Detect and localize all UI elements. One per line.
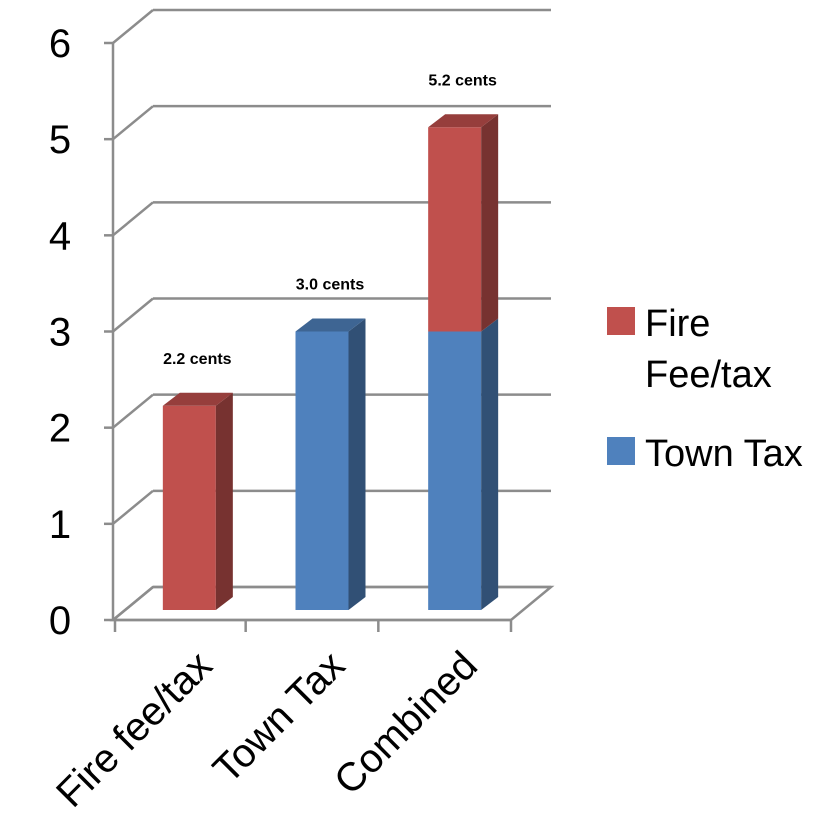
legend-swatch — [607, 437, 635, 465]
bar-front — [162, 405, 216, 610]
gridline-diagonal — [112, 105, 154, 141]
gridline-diagonal — [112, 393, 154, 429]
gridline-diagonal — [112, 489, 154, 525]
axes — [104, 41, 513, 632]
y-tick-label: 2 — [49, 407, 71, 451]
legend-label: Town Tax — [645, 433, 803, 475]
x-tick-label: Combined — [326, 643, 486, 803]
bar-side — [215, 392, 233, 610]
y-tick-label: 0 — [49, 599, 71, 643]
y-tick-label: 1 — [49, 503, 71, 547]
x-tick-label: Fire fee/tax — [48, 643, 221, 816]
bar-side — [481, 318, 499, 610]
data-label: 2.2 cents — [163, 351, 232, 368]
legend: Fire Fee/tax Town Tax — [607, 303, 803, 475]
gridline-diagonal — [112, 201, 154, 237]
bar-front — [428, 127, 482, 332]
legend-label: Fire — [645, 303, 710, 345]
y-tick-label: 3 — [49, 311, 71, 355]
bar-side — [481, 114, 499, 332]
bar-side — [348, 318, 366, 610]
bar-front — [295, 331, 349, 610]
legend-label: Fee/tax — [645, 354, 772, 396]
legend-swatch — [607, 307, 635, 335]
bar-front — [428, 331, 482, 610]
data-label: 3.0 cents — [296, 277, 365, 294]
y-tick-label: 5 — [49, 118, 71, 162]
bar-top — [428, 114, 499, 128]
bars — [162, 114, 499, 610]
y-tick-label: 6 — [49, 22, 71, 66]
bar-top — [162, 392, 233, 406]
y-tick-label: 4 — [49, 214, 71, 258]
data-label: 5.2 cents — [428, 72, 497, 89]
gridline-diagonal — [112, 297, 154, 333]
gridline-diagonal — [112, 9, 154, 44]
bar-top — [295, 318, 366, 332]
